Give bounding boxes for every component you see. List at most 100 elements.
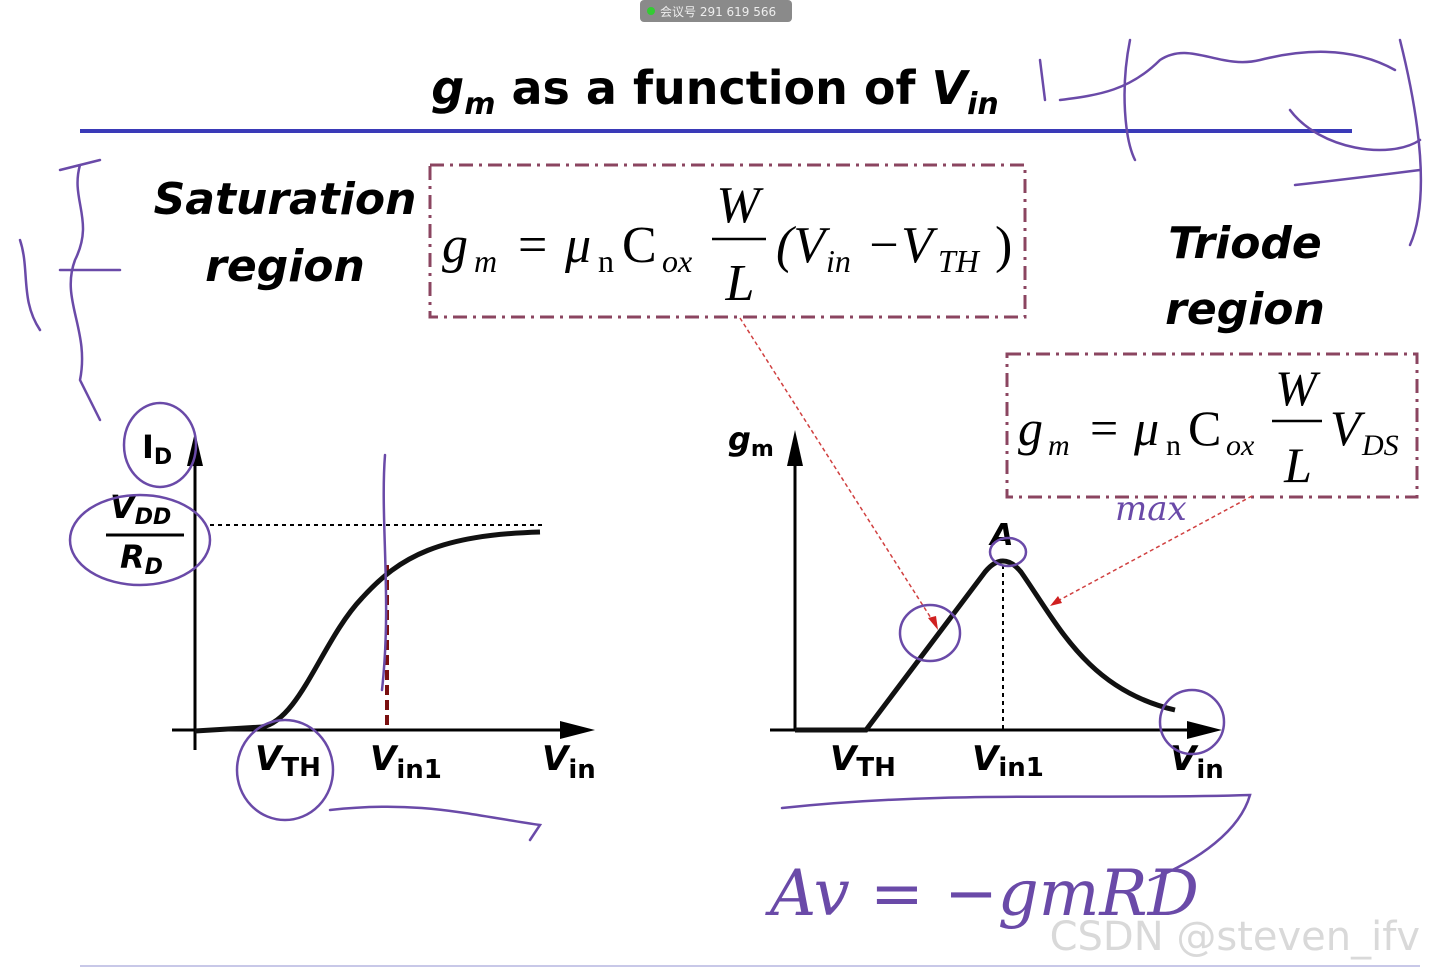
peak-label: A — [988, 518, 1013, 553]
label-part: V — [370, 739, 399, 779]
y-axis-label: ID — [142, 428, 172, 470]
formula-part: TH — [938, 243, 981, 279]
saturation-label: region — [205, 241, 365, 292]
triode-label: region — [1165, 284, 1325, 335]
title-part: g — [431, 61, 464, 115]
formula-part: L — [1283, 437, 1312, 493]
axis-arrow — [1187, 721, 1222, 739]
ink-scribble — [1123, 38, 1423, 247]
ink-scribble — [1038, 50, 1397, 102]
formula-triode: g m = μ n C ox W L V DS — [1018, 360, 1399, 493]
formula-part: μ — [564, 217, 591, 274]
formula-part: C — [622, 217, 657, 274]
x-label: Vin — [1170, 739, 1224, 785]
label-part: V — [255, 739, 284, 779]
label-part: in — [1196, 755, 1223, 785]
formula-part: = — [1090, 400, 1118, 456]
left-graph: ID VDD RD VTH Vin1 Vin — [106, 428, 596, 785]
label-part: in1 — [998, 753, 1044, 783]
label-part: DD — [135, 505, 172, 530]
ink-arrow — [780, 793, 1252, 882]
axis-arrow — [787, 430, 803, 466]
handwritten-note: Av = −gmRD — [765, 857, 1199, 931]
ink-circle — [68, 493, 212, 587]
label-part: in1 — [396, 755, 442, 785]
formula-part: V — [1330, 400, 1366, 456]
label-part: V — [972, 739, 1001, 779]
pointer-head — [928, 616, 938, 630]
label-part: TH — [281, 753, 321, 783]
handwriting — [18, 38, 1423, 882]
triode-label: Triode — [1168, 218, 1322, 269]
status-dot — [647, 7, 655, 15]
handwritten-note: max — [1115, 489, 1187, 529]
formula-part: DS — [1361, 429, 1399, 462]
label-part: D — [145, 555, 163, 580]
x-label: Vin — [542, 739, 596, 785]
formula-part: W — [716, 177, 764, 234]
x-label: VTH — [830, 739, 896, 783]
formula-part: m — [1048, 429, 1070, 462]
label-part: g — [728, 420, 751, 458]
formula-part: ox — [1226, 429, 1255, 462]
label-part: V — [1170, 739, 1199, 779]
formula-part: n — [598, 243, 614, 279]
title-part: as a function of — [495, 61, 931, 115]
pointer-arrows — [739, 317, 1253, 627]
formula-part: (V — [776, 217, 830, 274]
axis-arrow — [560, 721, 595, 739]
y-axis-label: gm — [728, 420, 774, 462]
x-label: Vin1 — [370, 739, 442, 785]
label-part: in — [568, 755, 595, 785]
ink-circle — [988, 536, 1028, 568]
formula-part: −V — [866, 217, 938, 274]
pointer — [1053, 495, 1253, 604]
title-part: m — [464, 87, 495, 122]
ink-circle — [1158, 688, 1226, 756]
meeting-id: 会议号 291 619 566 — [660, 5, 776, 19]
formula-part: L — [725, 255, 755, 312]
level-label: RD — [120, 538, 163, 580]
x-label: Vin1 — [972, 739, 1044, 783]
title-part: V — [932, 61, 971, 115]
formula-box — [428, 163, 1027, 319]
formula-part: in — [826, 243, 851, 279]
x-label: VTH — [255, 739, 321, 783]
formula-part: = — [518, 217, 547, 274]
saturation-label: Saturation — [154, 174, 417, 225]
formula-part: C — [1188, 400, 1221, 456]
gm-curve — [795, 558, 1176, 733]
ink-scribble — [1288, 108, 1422, 187]
ink-line — [380, 453, 388, 692]
title-part: in — [967, 87, 999, 122]
label-part: R — [120, 538, 145, 576]
formula-part: ) — [995, 217, 1012, 274]
label-part: V — [830, 739, 859, 779]
label-part: m — [751, 437, 774, 462]
pointer-head — [1050, 596, 1062, 606]
ink-circle — [122, 401, 198, 489]
label-part: I — [142, 428, 154, 466]
formula-part: W — [1275, 360, 1321, 416]
label-part: V — [542, 739, 571, 779]
ink-circle — [898, 603, 962, 663]
pointer — [739, 317, 937, 627]
watermark: CSDN @steven_ifv — [1050, 914, 1420, 960]
ink-circle — [235, 718, 335, 822]
right-graph: gm A VTH Vin1 Vin — [728, 420, 1224, 785]
formula-box — [1005, 352, 1419, 499]
formula-part: m — [474, 243, 497, 279]
ink-circuit — [18, 158, 122, 422]
formula-saturation: g m = μ n C ox W L (V in −V TH ) — [442, 177, 1012, 312]
meeting-bar — [640, 0, 792, 22]
formula-part: μ — [1133, 400, 1159, 456]
label-part: D — [154, 445, 172, 470]
ink-arrow — [328, 805, 543, 842]
transfer-curve — [194, 529, 541, 734]
formula-part: n — [1166, 429, 1181, 462]
formula-part: g — [442, 217, 468, 274]
slide-title: gm as a function of Vin — [431, 61, 999, 122]
level-label: VDD — [110, 488, 171, 530]
